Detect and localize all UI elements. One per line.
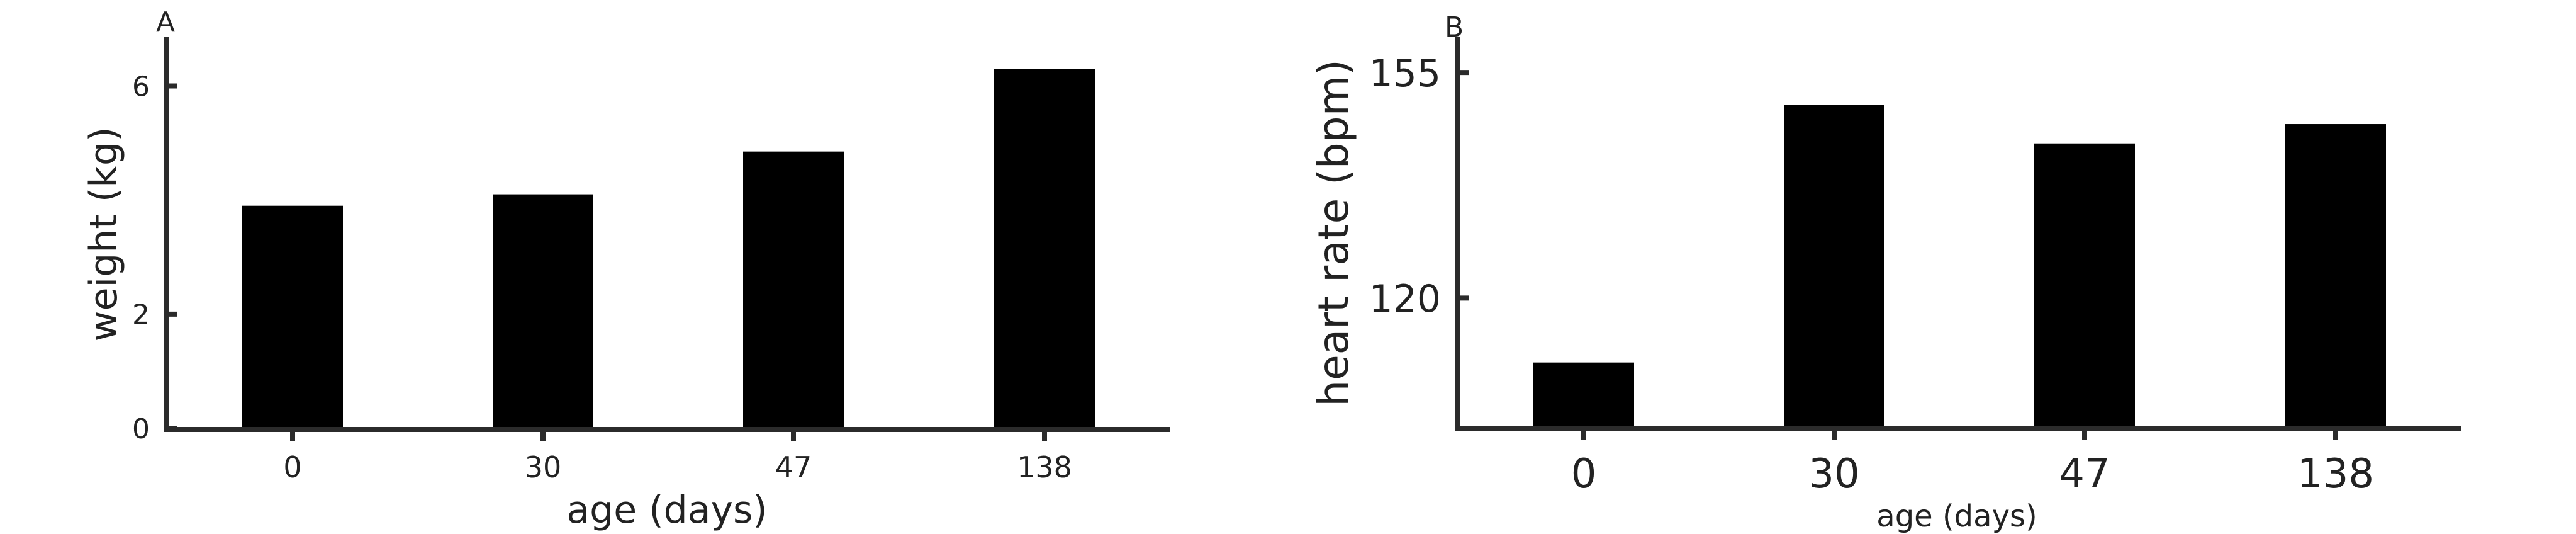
- panel-a-bars: [242, 69, 1095, 428]
- panel-b-x-ticks: 0 30 47 138: [1571, 428, 2374, 497]
- panel-b-bars: [1533, 105, 2386, 428]
- panel-b-x-tick-label: 0: [1571, 451, 1597, 497]
- panel-b-y-axis-title: heart rate (bpm): [1309, 59, 1358, 407]
- panel-b-y-tick-label: 120: [1369, 277, 1441, 321]
- panel-b-x-tick-label: 47: [2059, 451, 2110, 497]
- panel-a-bar: [743, 151, 844, 428]
- panel-a-x-tick-label: 0: [283, 450, 301, 484]
- panel-a-x-tick-label: 30: [525, 450, 562, 484]
- panel-a-bar: [493, 194, 593, 428]
- panel-b-x-tick-label: 138: [2297, 451, 2374, 497]
- panel-a-x-axis-title: age (days): [566, 488, 767, 532]
- panel-b-bar: [2285, 124, 2386, 428]
- panel-a-bar: [994, 69, 1095, 428]
- panel-a-y-ticks: 0 2 6: [132, 71, 177, 445]
- panel-b-y-tick-label: 155: [1369, 52, 1441, 96]
- panel-a-label: A: [156, 6, 175, 38]
- panel-a-y-axis-title: weight (kg): [82, 127, 126, 341]
- panel-b-bar: [2034, 143, 2135, 427]
- panel-b-bar: [1533, 362, 1634, 427]
- panel-a-x-ticks: 0 30 47 138: [283, 429, 1072, 484]
- panel-a-y-tick-label: 6: [132, 71, 150, 103]
- panel-a-x-tick-label: 47: [775, 450, 812, 484]
- panel-a-x-tick-label: 138: [1017, 450, 1072, 484]
- panel-b-x-axis-title: age (days): [1876, 499, 2037, 534]
- panel-b-heart-rate-chart: B 0 30 47 138 120 155 age (days) heart rate …: [1309, 11, 2461, 534]
- panel-a-bar: [242, 205, 343, 428]
- panel-b-y-ticks: 120 155: [1369, 52, 1469, 321]
- panel-b-label: B: [1445, 11, 1464, 43]
- panel-a-weight-chart: A 0 30 47 138 0 2 6 age (days) weight (kg): [82, 6, 1170, 532]
- panel-b-x-tick-label: 30: [1808, 451, 1859, 497]
- panel-a-y-tick-label: 0: [132, 413, 150, 445]
- panel-a-y-tick-label: 2: [132, 299, 150, 331]
- panel-b-bar: [1784, 105, 1884, 428]
